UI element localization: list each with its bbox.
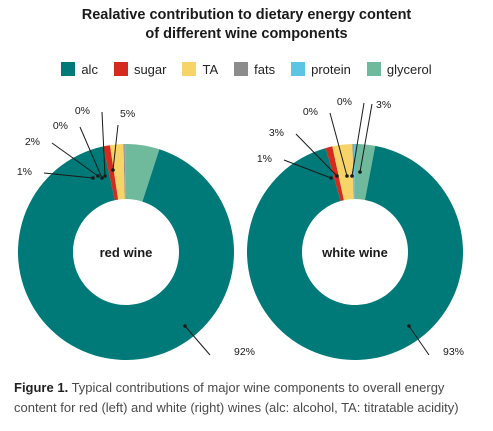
leader-dot-sugar-chart-1	[91, 176, 95, 180]
slice-alc-chart-2	[247, 145, 464, 360]
slice-alc-chart-1	[18, 146, 235, 360]
leader-line-alc-chart-1	[184, 325, 211, 356]
leader-line-protein-chart-1	[101, 111, 106, 177]
leader-dot-ta-chart-1	[96, 174, 100, 178]
chart-title-line-2: of different wine components	[145, 26, 348, 42]
legend-label-fats: fats	[254, 61, 276, 77]
leader-dot-glycerol-chart-2	[358, 170, 362, 174]
value-label-protein-chart-1: 0%	[75, 105, 90, 117]
figure-label: Figure 1.	[14, 380, 69, 395]
legend-label-ta: TA	[202, 61, 219, 77]
leader-dot-alc-chart-2	[407, 324, 411, 328]
leader-dot-protein-chart-1	[103, 174, 107, 178]
leader-dot-fats-chart-2	[345, 174, 349, 178]
legend-swatch-glycerol	[366, 62, 381, 76]
value-label-alc-chart-1: 92%	[234, 346, 255, 358]
leader-line-fats-chart-2	[329, 112, 348, 177]
legend-item-sugar: sugar	[113, 61, 167, 77]
leader-line-sugar-chart-1	[43, 172, 94, 179]
value-label-ta-chart-2: 3%	[269, 127, 284, 139]
leader-dot-glycerol-chart-1	[111, 168, 115, 172]
leader-dot-alc-chart-1	[183, 324, 187, 328]
value-label-protein-chart-2: 0%	[337, 96, 352, 108]
value-label-ta-chart-1: 2%	[25, 136, 40, 148]
slice-sugar-chart-1	[103, 145, 119, 201]
slice-fats-chart-1	[123, 144, 126, 200]
slice-glycerol-chart-2	[355, 144, 376, 200]
legend-swatch-protein	[291, 62, 306, 76]
leader-line-sugar-chart-2	[283, 159, 332, 179]
leader-line-alc-chart-2	[408, 325, 430, 356]
leader-dot-ta-chart-2	[335, 174, 339, 178]
value-label-alc-chart-2: 93%	[443, 346, 464, 358]
legend-swatch-sugar	[113, 62, 128, 76]
legend-label-protein: protein	[311, 61, 351, 77]
figure-caption-text: Typical contributions of major wine comp…	[14, 380, 459, 415]
figure-caption: Figure 1. Typical contributions of major…	[14, 378, 489, 418]
slice-ta-chart-1	[109, 144, 125, 200]
legend-item-protein: protein	[291, 62, 351, 77]
slice-fats-chart-2	[352, 144, 355, 200]
legend: alc sugar TA fats protein glycerol	[0, 59, 493, 79]
value-label-glycerol-chart-2: 3%	[376, 99, 391, 111]
value-label-fats-chart-2: 0%	[303, 106, 318, 118]
leader-dot-fats-chart-1	[100, 176, 104, 180]
value-label-fats-chart-1: 0%	[53, 120, 68, 132]
leader-line-fats-chart-1	[79, 126, 103, 179]
leader-dot-sugar-chart-2	[329, 176, 333, 180]
legend-label-glycerol: glycerol	[386, 61, 432, 77]
leader-line-protein-chart-2	[351, 102, 365, 177]
chart-title-line-1: Realative contribution to dietary energy…	[81, 7, 412, 23]
legend-label-alc: alc	[81, 61, 98, 77]
value-label-sugar-chart-1: 1%	[17, 166, 32, 178]
leader-dot-protein-chart-2	[350, 174, 354, 178]
leader-line-glycerol-chart-1	[112, 124, 119, 171]
value-label-glycerol-chart-1: 5%	[120, 108, 135, 120]
legend-item-glycerol: glycerol	[366, 61, 432, 77]
center-label-chart-2: white wine	[321, 245, 388, 260]
legend-swatch-fats	[234, 62, 249, 76]
legend-label-sugar: sugar	[133, 61, 167, 77]
donut-charts: red wine 92% 1% 2% 0% 0% 5% white wine 93% 1% 3% 0%…	[17, 96, 464, 360]
slice-glycerol-chart-1	[126, 144, 160, 202]
legend-item-fats: fats	[234, 62, 275, 77]
value-label-sugar-chart-2: 1%	[257, 153, 272, 165]
leader-line-glycerol-chart-2	[359, 103, 373, 173]
slice-protein-chart-1	[124, 144, 126, 200]
legend-swatch-ta	[182, 62, 197, 76]
slice-ta-chart-2	[332, 144, 354, 201]
leader-line-ta-chart-2	[295, 133, 338, 177]
legend-item-ta: TA	[182, 62, 218, 77]
chart-title: Realative contribution to dietary energy…	[0, 6, 493, 44]
leader-line-ta-chart-1	[51, 142, 99, 177]
center-label-chart-1: red wine	[100, 245, 153, 260]
legend-swatch-alc	[61, 62, 76, 76]
legend-item-alc: alc	[61, 62, 98, 77]
